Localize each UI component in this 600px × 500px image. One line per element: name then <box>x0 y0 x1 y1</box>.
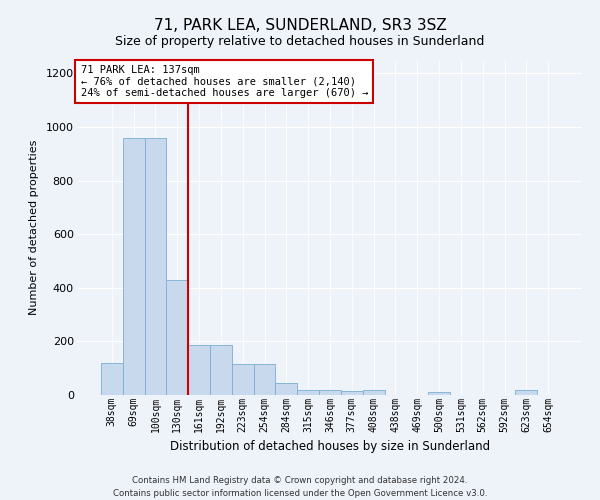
Bar <box>341 391 363 395</box>
Text: Size of property relative to detached houses in Sunderland: Size of property relative to detached ho… <box>115 35 485 48</box>
Text: 71 PARK LEA: 137sqm
← 76% of detached houses are smaller (2,140)
24% of semi-det: 71 PARK LEA: 137sqm ← 76% of detached ho… <box>80 65 368 98</box>
Y-axis label: Number of detached properties: Number of detached properties <box>29 140 39 315</box>
Bar <box>428 392 450 395</box>
Bar <box>275 383 297 395</box>
Bar <box>166 280 188 395</box>
Bar <box>297 390 319 395</box>
Bar <box>188 346 210 395</box>
Bar <box>145 138 166 395</box>
Bar <box>254 364 275 395</box>
Bar <box>210 346 232 395</box>
Text: 71, PARK LEA, SUNDERLAND, SR3 3SZ: 71, PARK LEA, SUNDERLAND, SR3 3SZ <box>154 18 446 32</box>
Bar <box>363 390 385 395</box>
Bar <box>123 138 145 395</box>
Bar <box>319 390 341 395</box>
X-axis label: Distribution of detached houses by size in Sunderland: Distribution of detached houses by size … <box>170 440 490 453</box>
Bar <box>232 364 254 395</box>
Bar <box>101 363 123 395</box>
Bar <box>515 390 537 395</box>
Text: Contains HM Land Registry data © Crown copyright and database right 2024.
Contai: Contains HM Land Registry data © Crown c… <box>113 476 487 498</box>
